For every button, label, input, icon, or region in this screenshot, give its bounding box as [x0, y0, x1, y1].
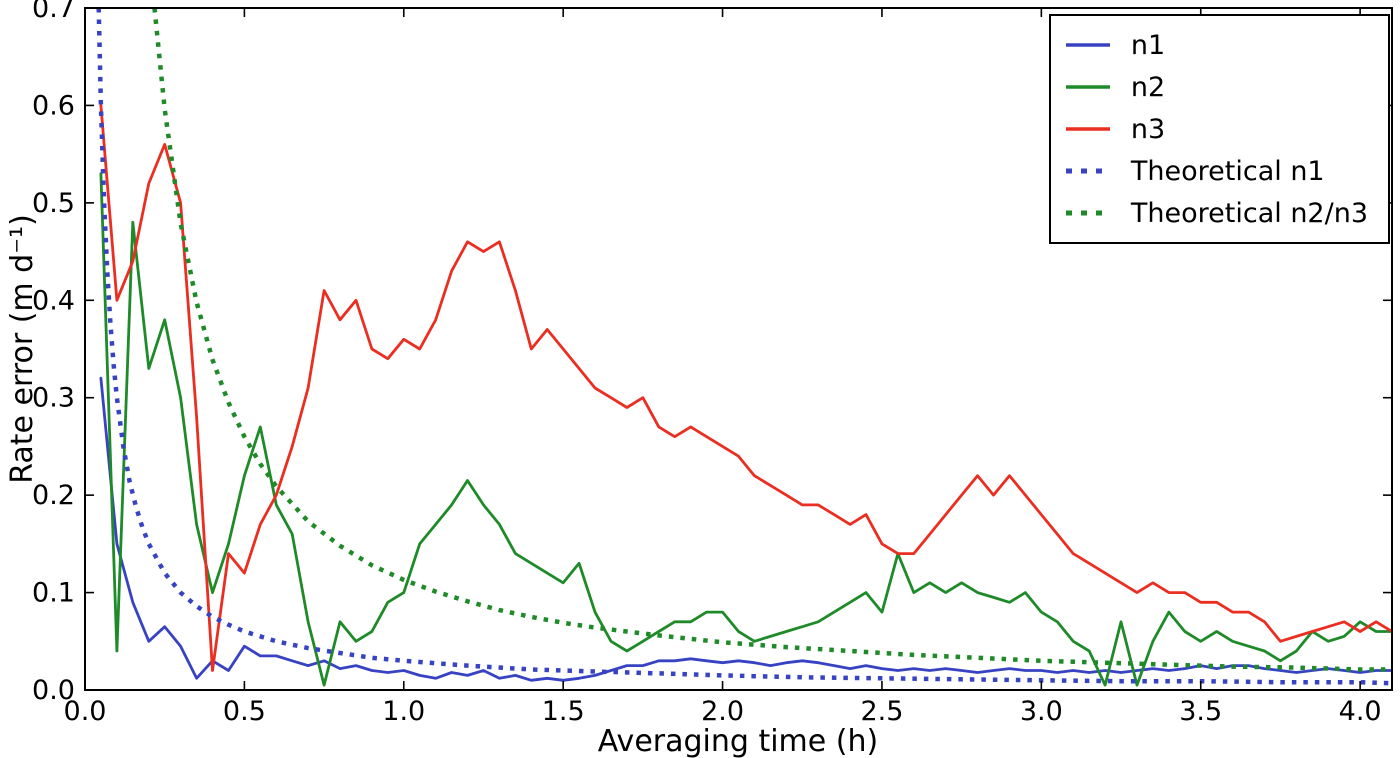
legend-line-sample [1065, 168, 1110, 174]
y-tick-label: 0.7 [32, 0, 75, 24]
series-line-n3 [99, 104, 1392, 672]
y-tick-label: 0.4 [32, 285, 75, 316]
legend-label: Theoretical n2/n3 [1130, 197, 1368, 229]
legend-label: n2 [1130, 71, 1166, 103]
x-tick-label: 0.0 [64, 696, 107, 727]
x-axis-label: Averaging time (h) [598, 724, 878, 758]
x-tick-label: 1.5 [542, 696, 585, 727]
y-tick-label: 0.2 [32, 480, 75, 511]
series-line-theoretical-n2-n3 [152, 8, 1392, 672]
legend-entry: n2 [1065, 66, 1368, 108]
x-tick-label: 3.0 [1020, 696, 1063, 727]
axes-ticks: 0.0 0.5 1.0 1.5 2.0 2.5 3.0 3.5 4.0 0.0 0.1 0.2 0.3 0… [32, 0, 1392, 727]
x-tick-label: 4.0 [1339, 696, 1382, 727]
legend-line-sample [1065, 43, 1110, 47]
y-tick-label: 0.6 [32, 90, 75, 121]
x-tick-label: 1.0 [382, 696, 425, 727]
legend-label: n1 [1130, 29, 1166, 61]
legend-entry: n3 [1065, 108, 1368, 150]
x-tick-label: 0.5 [223, 696, 266, 727]
y-tick-label: 0.3 [32, 383, 75, 414]
x-tick-label: 2.0 [701, 696, 744, 727]
y-tick-label: 0.1 [32, 578, 75, 609]
legend-line-sample [1065, 210, 1110, 216]
legend: n1 n2 n3 Theoretical n1 Theoretical n2/n3 [1048, 14, 1390, 244]
y-tick-label: 0.5 [32, 188, 75, 219]
legend-entry: Theoretical n2/n3 [1065, 192, 1368, 234]
series-line-n1 [99, 376, 1392, 682]
plot-border [84, 7, 1393, 691]
y-tick-label: 0.0 [32, 675, 75, 706]
legend-line-sample [1065, 85, 1110, 89]
legend-line-sample [1065, 127, 1110, 131]
x-tick-label: 3.5 [1179, 696, 1222, 727]
series-line-theoretical-n1 [96, 8, 1392, 686]
legend-label: n3 [1130, 113, 1166, 145]
series-line-n2 [99, 172, 1392, 687]
y-axis-label: Rate error (m d⁻¹) [5, 214, 40, 484]
legend-label: Theoretical n1 [1130, 155, 1325, 187]
legend-entry: Theoretical n1 [1065, 150, 1368, 192]
x-tick-label: 2.5 [860, 696, 903, 727]
legend-entry: n1 [1065, 24, 1368, 66]
series-lines [96, 8, 1392, 687]
